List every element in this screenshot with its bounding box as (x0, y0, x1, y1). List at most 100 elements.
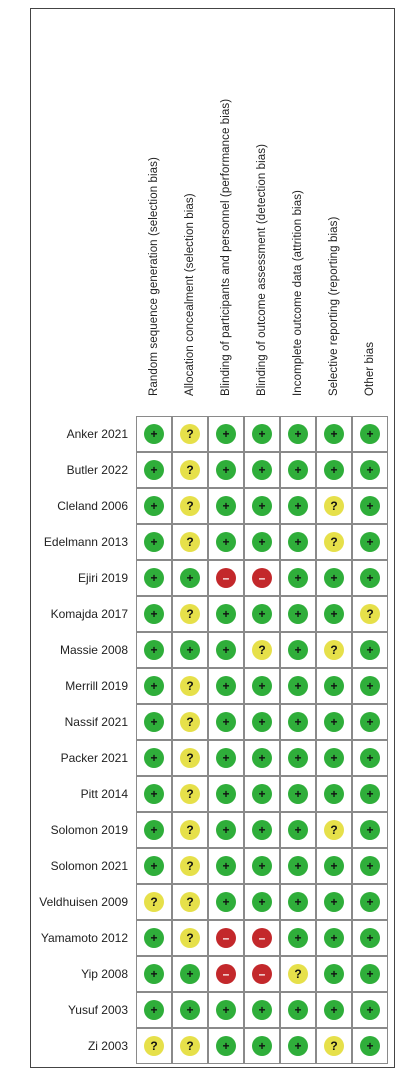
rating-cell: + (244, 704, 280, 740)
rating-cell: + (280, 848, 316, 884)
low-risk-icon: + (252, 856, 272, 876)
rating-cell: + (280, 452, 316, 488)
rating-cell: + (136, 452, 172, 488)
unclear-risk-icon: ? (180, 532, 200, 552)
low-risk-icon: + (216, 712, 236, 732)
low-risk-icon: + (180, 640, 200, 660)
rating-cell: + (280, 1028, 316, 1064)
rating-cell: – (244, 560, 280, 596)
study-label: Packer 2021 (60, 751, 128, 765)
rating-cell: ? (172, 1028, 208, 1064)
rating-cell: + (208, 596, 244, 632)
low-risk-icon: + (216, 640, 236, 660)
rating-cell: + (316, 416, 352, 452)
unclear-risk-icon: ? (324, 640, 344, 660)
low-risk-icon: + (288, 820, 308, 840)
rating-cell: + (352, 488, 388, 524)
rating-cell: + (136, 632, 172, 668)
low-risk-icon: + (360, 424, 380, 444)
high-risk-icon: – (216, 928, 236, 948)
low-risk-icon: + (216, 676, 236, 696)
low-risk-icon: + (288, 1000, 308, 1020)
rating-cell: + (352, 668, 388, 704)
rating-cell: + (244, 884, 280, 920)
domain-header-label: Blinding of participants and personnel (… (220, 98, 232, 396)
rating-cell: ? (316, 1028, 352, 1064)
rating-cell: + (208, 1028, 244, 1064)
study-label: Anker 2021 (66, 427, 128, 441)
rating-cell: + (172, 560, 208, 596)
rating-cell: + (352, 920, 388, 956)
rating-cell: + (172, 956, 208, 992)
low-risk-icon: + (216, 604, 236, 624)
rating-cell: + (352, 704, 388, 740)
high-risk-icon: – (216, 568, 236, 588)
unclear-risk-icon: ? (180, 460, 200, 480)
low-risk-icon: + (288, 712, 308, 732)
low-risk-icon: + (144, 712, 164, 732)
low-risk-icon: + (144, 532, 164, 552)
low-risk-icon: + (360, 568, 380, 588)
figure-frame (30, 8, 395, 1068)
rating-cell: + (172, 992, 208, 1028)
domain-header: Blinding of outcome assessment (detectio… (244, 108, 280, 408)
low-risk-icon: + (360, 640, 380, 660)
rating-cell: + (136, 488, 172, 524)
rating-cell: ? (316, 632, 352, 668)
rating-cell: + (280, 668, 316, 704)
rating-cell: + (280, 992, 316, 1028)
rating-cell: + (244, 812, 280, 848)
rating-cell: ? (316, 812, 352, 848)
rating-cell: ? (172, 452, 208, 488)
low-risk-icon: + (360, 460, 380, 480)
low-risk-icon: + (252, 820, 272, 840)
low-risk-icon: + (324, 856, 344, 876)
rating-cell: ? (316, 488, 352, 524)
rating-cell: + (244, 992, 280, 1028)
unclear-risk-icon: ? (180, 712, 200, 732)
unclear-risk-icon: ? (180, 856, 200, 876)
study-label: Butler 2022 (66, 463, 128, 477)
study-label: Solomon 2019 (50, 823, 128, 837)
domain-header-label: Random sequence generation (selection bi… (148, 157, 160, 396)
rating-cell: ? (172, 524, 208, 560)
rating-cell: + (136, 920, 172, 956)
low-risk-icon: + (216, 1000, 236, 1020)
rating-cell: + (280, 704, 316, 740)
low-risk-icon: + (144, 604, 164, 624)
study-label: Edelmann 2013 (43, 535, 128, 549)
rating-cell: + (208, 524, 244, 560)
rating-cell: ? (172, 668, 208, 704)
low-risk-icon: + (144, 676, 164, 696)
low-risk-icon: + (144, 496, 164, 516)
rating-cell: + (136, 416, 172, 452)
rating-cell: + (316, 560, 352, 596)
low-risk-icon: + (324, 676, 344, 696)
unclear-risk-icon: ? (324, 1036, 344, 1056)
low-risk-icon: + (360, 928, 380, 948)
low-risk-icon: + (144, 1000, 164, 1020)
unclear-risk-icon: ? (180, 820, 200, 840)
rating-cell: + (352, 992, 388, 1028)
rating-cell: + (172, 632, 208, 668)
low-risk-icon: + (252, 892, 272, 912)
low-risk-icon: + (360, 856, 380, 876)
rating-cell: + (208, 812, 244, 848)
low-risk-icon: + (324, 712, 344, 732)
study-label: Nassif 2021 (64, 715, 128, 729)
rating-cell: + (352, 632, 388, 668)
low-risk-icon: + (288, 532, 308, 552)
low-risk-icon: + (252, 460, 272, 480)
low-risk-icon: + (216, 496, 236, 516)
low-risk-icon: + (144, 568, 164, 588)
unclear-risk-icon: ? (180, 676, 200, 696)
low-risk-icon: + (288, 856, 308, 876)
rating-cell: + (316, 848, 352, 884)
rating-cell: + (316, 596, 352, 632)
rating-cell: ? (136, 1028, 172, 1064)
rating-cell: + (208, 884, 244, 920)
low-risk-icon: + (288, 460, 308, 480)
rating-cell: + (316, 956, 352, 992)
rating-cell: – (208, 560, 244, 596)
rating-cell: + (136, 812, 172, 848)
